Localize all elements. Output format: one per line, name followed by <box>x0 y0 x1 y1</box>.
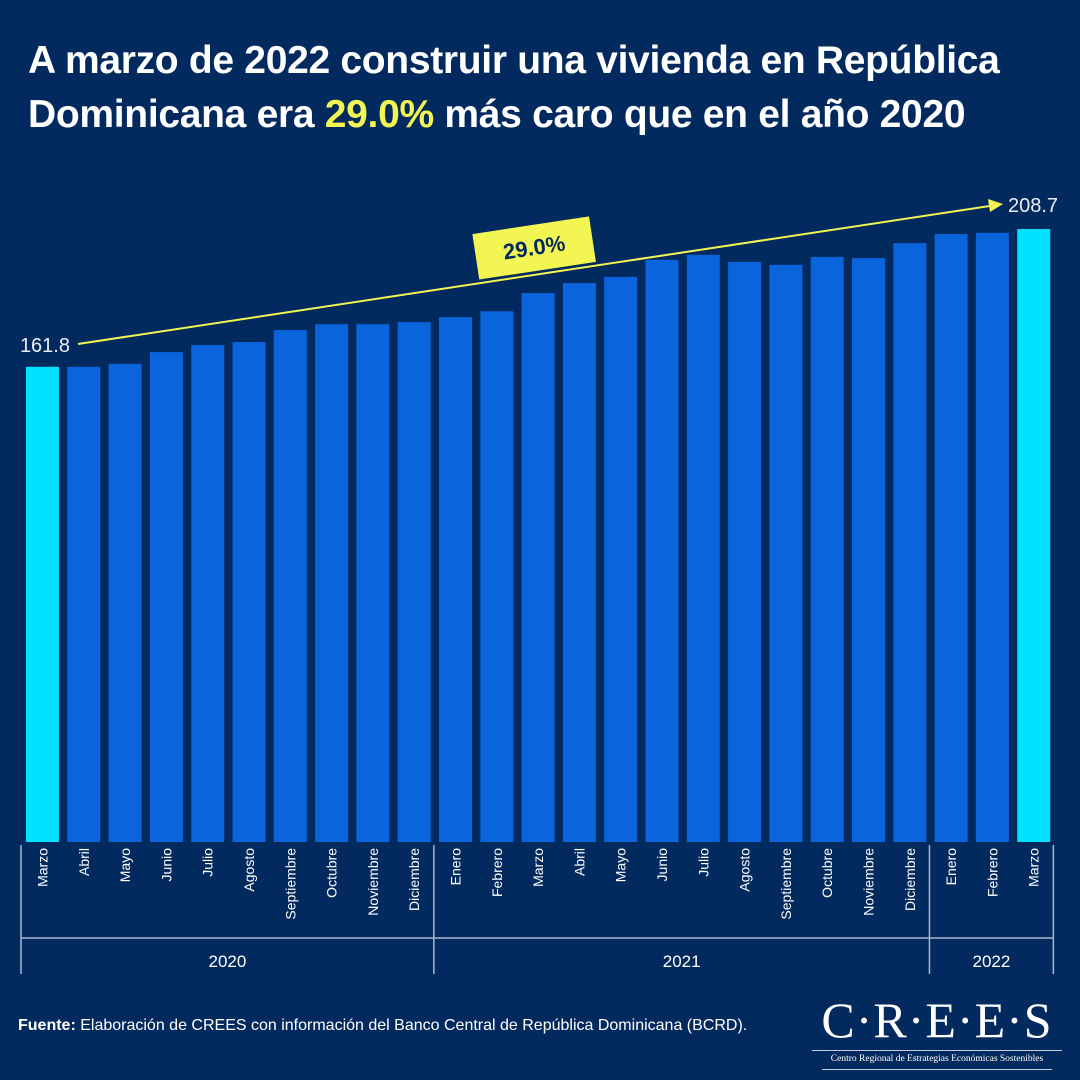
chart-title: A marzo de 2022 construir una vivienda e… <box>28 34 1048 142</box>
bar-19 <box>810 256 844 842</box>
title-highlight: 29.0% <box>324 93 434 136</box>
x-tick-label-0: Marzo <box>35 848 51 887</box>
bar-7 <box>315 324 349 842</box>
source-label: Fuente: <box>18 1017 76 1034</box>
x-tick-label-22: Enero <box>943 848 959 886</box>
x-tick-label-15: Junio <box>654 848 670 882</box>
bar-1 <box>67 366 101 842</box>
x-tick-label-23: Febrero <box>984 848 1000 897</box>
x-tick-label-8: Noviembre <box>365 848 381 916</box>
bar-9 <box>397 322 431 842</box>
bar-21 <box>893 243 927 843</box>
bar-4 <box>191 345 225 842</box>
year-label-2020: 2020 <box>209 952 247 971</box>
bar-23 <box>975 232 1009 842</box>
end-value-label: 208.7 <box>1008 195 1058 217</box>
bar-0 <box>26 366 59 842</box>
x-tick-label-11: Febrero <box>489 848 505 897</box>
x-tick-label-10: Enero <box>448 848 464 886</box>
bar-3 <box>149 352 183 842</box>
arrow-head-icon <box>988 199 1003 212</box>
x-tick-label-6: Septiembre <box>282 848 298 920</box>
change-badge-background <box>472 216 596 280</box>
bar-2 <box>108 363 142 842</box>
bar-8 <box>356 324 390 842</box>
x-tick-label-13: Abril <box>571 848 587 876</box>
bar-10 <box>439 317 472 843</box>
x-tick-label-24: Marzo <box>1026 848 1042 887</box>
x-tick-label-21: Diciembre <box>902 848 918 911</box>
source-text: Elaboración de CREES con información del… <box>75 1017 748 1034</box>
x-tick-label-2: Mayo <box>117 848 133 882</box>
trend-arrow-line <box>77 204 994 345</box>
x-tick-label-7: Octubre <box>324 848 340 898</box>
bar-14 <box>604 276 638 842</box>
bar-20 <box>852 258 885 842</box>
bar-6 <box>273 330 307 842</box>
bar-chart: Marzo Abril Mayo Junio Julio Agosto Septiembre… <box>20 195 1058 974</box>
bar-5 <box>232 342 266 842</box>
x-tick-label-3: Junio <box>158 848 174 882</box>
bar-16 <box>686 254 720 843</box>
x-tick-label-12: Marzo <box>530 848 546 887</box>
title-part-1: A marzo de 2022 construir una vivienda e… <box>28 39 1000 136</box>
bars-group <box>26 229 1051 843</box>
x-tick-label-16: Julio <box>695 848 711 877</box>
logo-divider-bottom <box>822 1069 1052 1070</box>
source-note: Fuente: Elaboración de CREES con informa… <box>18 1014 798 1038</box>
x-tick-label-5: Agosto <box>241 848 257 892</box>
bar-12 <box>521 293 555 842</box>
bar-11 <box>480 311 514 843</box>
x-tick-label-1: Abril <box>76 848 92 876</box>
change-badge: 29.0% <box>472 216 596 280</box>
bar-18 <box>769 264 803 842</box>
title-part-2: más caro que en el año 2020 <box>433 93 966 136</box>
x-tick-label-20: Noviembre <box>861 848 877 916</box>
year-group-axis: 2020 2021 2022 <box>20 845 1055 974</box>
bar-13 <box>562 283 596 843</box>
x-tick-label-14: Mayo <box>613 848 629 882</box>
logo-subtitle: Centro Regional de Estrategias Económica… <box>830 1054 1044 1064</box>
bar-24 <box>1017 229 1051 842</box>
x-tick-label-9: Diciembre <box>406 848 422 911</box>
crees-logo: C·R·E·E·S Centro Regional de Estrategias… <box>808 992 1066 1072</box>
logo-divider <box>812 1050 1062 1051</box>
x-tick-label-19: Octubre <box>819 848 835 898</box>
x-tick-label-18: Septiembre <box>778 848 794 920</box>
x-tick-label-17: Agosto <box>737 848 753 892</box>
bar-15 <box>645 259 679 842</box>
bar-17 <box>728 261 762 842</box>
year-label-2021: 2021 <box>663 952 701 971</box>
trend-annotation: 161.8 208.7 29.0% <box>20 195 1058 357</box>
year-label-2022: 2022 <box>972 952 1010 971</box>
start-value-label: 161.8 <box>20 335 70 357</box>
x-tick-label-4: Julio <box>200 848 216 877</box>
logo-name: C·R·E·E·S <box>821 992 1053 1048</box>
x-tick-labels: Marzo Abril Mayo Junio Julio Agosto Septiembre… <box>35 848 1042 920</box>
bar-22 <box>934 234 968 842</box>
